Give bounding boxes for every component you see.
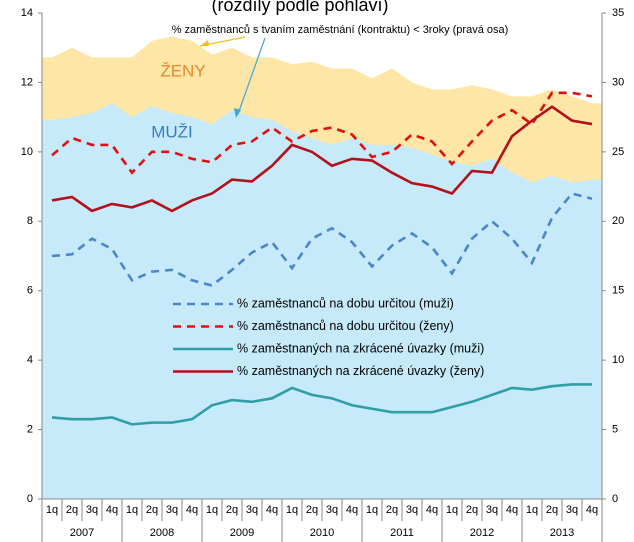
x-group-label: 2012: [470, 527, 494, 539]
x-tick-label: 1q: [446, 504, 458, 516]
x-tick-label: 2q: [66, 504, 78, 516]
x-group-label: 2013: [550, 527, 574, 539]
x-tick-label: 1q: [206, 504, 218, 516]
y2-tick-label: 5: [612, 423, 618, 435]
x-tick-label: 2q: [226, 504, 238, 516]
y-tick-label: 6: [27, 285, 33, 297]
x-tick-label: 2q: [546, 504, 558, 516]
x-tick-label: 4q: [426, 504, 438, 516]
arrowhead: [200, 40, 209, 46]
x-tick-label: 3q: [86, 504, 98, 516]
x-tick-label: 1q: [46, 504, 58, 516]
line: [51, 383, 592, 426]
x-group-label: 2010: [310, 527, 334, 539]
x-tick-label: 4q: [106, 504, 118, 516]
area-label: ŽENY: [160, 61, 205, 80]
y-tick-label: 4: [27, 354, 33, 366]
legend-label: % zaměstnaných na zkrácené úvazky (ženy): [237, 364, 484, 378]
annotation: % zaměstnanců s tvaním zaměstnání (kontr…: [172, 24, 509, 36]
plot-area: [42, 36, 602, 499]
legend-label: % zaměstnanců na dobu určitou (ženy): [237, 319, 454, 333]
x-tick-label: 4q: [586, 504, 598, 516]
x-group-label: 2007: [70, 527, 94, 539]
x-tick-label: 4q: [346, 504, 358, 516]
line: [51, 91, 593, 175]
line: [51, 192, 593, 287]
x-tick-label: 4q: [506, 504, 518, 516]
x-tick-label: 3q: [326, 504, 338, 516]
x-tick-label: 2q: [146, 504, 158, 516]
x-tick-label: 3q: [486, 504, 498, 516]
x-tick-label: 1q: [526, 504, 538, 516]
x-tick-label: 1q: [286, 504, 298, 516]
x-tick-label: 4q: [186, 504, 198, 516]
y2-tick-label: 25: [612, 146, 624, 158]
x-tick-label: 2q: [466, 504, 478, 516]
y-tick-label: 12: [21, 76, 33, 88]
y-tick-label: 2: [27, 423, 33, 435]
x-tick-label: 4q: [266, 504, 278, 516]
y2-tick-label: 0: [612, 493, 618, 505]
x-tick-label: 1q: [126, 504, 138, 516]
x-group-label: 2009: [230, 527, 254, 539]
x-tick-label: 3q: [166, 504, 178, 516]
area-label: MUŽI: [151, 122, 193, 141]
area: [42, 103, 602, 499]
x-tick-label: 2q: [306, 504, 318, 516]
y2-tick-label: 30: [612, 76, 624, 88]
x-tick-label: 3q: [246, 504, 258, 516]
y-tick-label: 0: [27, 493, 33, 505]
legend-label: % zaměstnanců na dobu určitou (muži): [237, 296, 454, 310]
arrowhead: [234, 108, 241, 118]
y-tick-label: 8: [27, 215, 33, 227]
y2-tick-label: 15: [612, 285, 624, 297]
x-tick-label: 3q: [566, 504, 578, 516]
y-tick-label: 10: [21, 146, 33, 158]
chart-title: (rozdíly podle pohlaví): [211, 0, 388, 15]
y-tick-label: 14: [21, 7, 33, 19]
line: [51, 105, 593, 213]
y2-tick-label: 10: [612, 354, 624, 366]
y2-tick-label: 20: [612, 215, 624, 227]
y2-tick-label: 35: [612, 7, 624, 19]
x-group-label: 2011: [390, 527, 414, 539]
x-tick-label: 1q: [366, 504, 378, 516]
x-group-label: 2008: [150, 527, 174, 539]
legend-label: % zaměstnaných na zkrácené úvazky (muži): [237, 341, 484, 355]
x-tick-label: 3q: [406, 504, 418, 516]
annotation-arrow: [237, 37, 266, 115]
x-tick-label: 2q: [386, 504, 398, 516]
